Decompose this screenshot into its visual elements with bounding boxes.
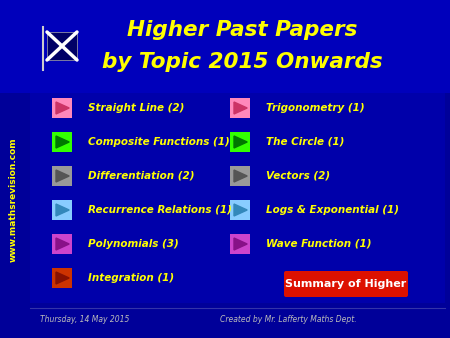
Text: Wave Function (1): Wave Function (1) [266,239,372,249]
Text: Thursday, 14 May 2015: Thursday, 14 May 2015 [40,315,130,324]
Text: www.mathsrevision.com: www.mathsrevision.com [9,138,18,262]
FancyBboxPatch shape [52,98,72,118]
Polygon shape [234,136,247,148]
Text: Higher Past Papers: Higher Past Papers [127,20,357,40]
Polygon shape [56,170,69,182]
Text: Created by Mr. Lafferty Maths Dept.: Created by Mr. Lafferty Maths Dept. [220,315,356,324]
Text: Recurrence Relations (1): Recurrence Relations (1) [88,205,232,215]
Text: Straight Line (2): Straight Line (2) [88,103,184,113]
FancyBboxPatch shape [52,234,72,254]
Text: Polynomials (3): Polynomials (3) [88,239,179,249]
Polygon shape [56,204,69,216]
Text: Vectors (2): Vectors (2) [266,171,330,181]
Text: The Circle (1): The Circle (1) [266,137,344,147]
FancyBboxPatch shape [47,32,77,60]
Polygon shape [56,102,69,114]
Text: Trigonometry (1): Trigonometry (1) [266,103,364,113]
FancyBboxPatch shape [0,0,450,93]
FancyBboxPatch shape [230,132,250,152]
Text: Integration (1): Integration (1) [88,273,174,283]
Text: Summary of Higher: Summary of Higher [285,279,407,289]
FancyBboxPatch shape [52,268,72,288]
FancyBboxPatch shape [52,200,72,220]
FancyBboxPatch shape [284,271,408,297]
FancyBboxPatch shape [230,98,250,118]
FancyBboxPatch shape [30,93,445,303]
Polygon shape [234,238,247,250]
FancyBboxPatch shape [52,132,72,152]
Polygon shape [234,204,247,216]
Polygon shape [56,238,69,250]
Text: Composite Functions (1): Composite Functions (1) [88,137,230,147]
Polygon shape [56,272,69,284]
Text: Differentiation (2): Differentiation (2) [88,171,194,181]
Text: by Topic 2015 Onwards: by Topic 2015 Onwards [102,52,382,72]
Text: Logs & Exponential (1): Logs & Exponential (1) [266,205,399,215]
FancyBboxPatch shape [230,234,250,254]
Polygon shape [234,170,247,182]
Polygon shape [234,102,247,114]
FancyBboxPatch shape [230,166,250,186]
Polygon shape [56,136,69,148]
FancyBboxPatch shape [52,166,72,186]
FancyBboxPatch shape [230,200,250,220]
